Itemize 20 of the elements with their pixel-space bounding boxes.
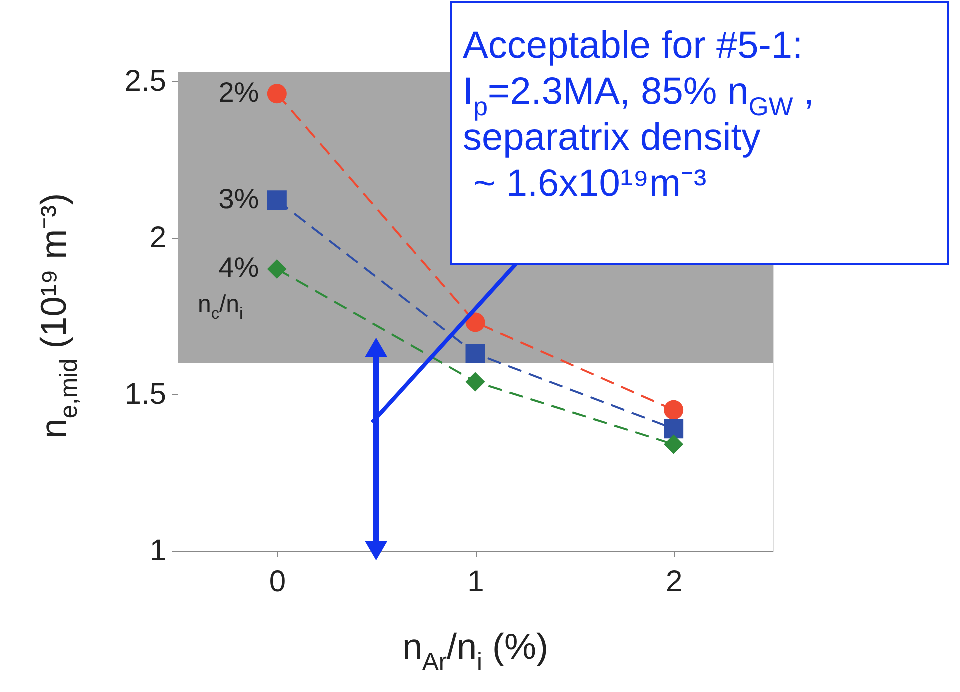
y-axis-title: ne,mid (10¹⁹ m⁻³): [33, 193, 83, 439]
point: [664, 400, 684, 420]
point: [466, 344, 486, 364]
x-tick-label: 0: [269, 566, 286, 598]
x-tick-label: 2: [666, 566, 683, 598]
point: [267, 84, 287, 104]
y-tick-label: 1: [150, 534, 166, 568]
y-tick-label: 2: [150, 221, 166, 254]
point: [466, 372, 486, 392]
y-tick-label: 2.5: [124, 64, 166, 98]
point: [664, 434, 684, 454]
y-tick-label: 1.5: [124, 378, 166, 411]
point: [466, 312, 486, 332]
point: [664, 419, 684, 439]
point: [267, 259, 287, 279]
x-tick-label: 1: [468, 566, 484, 598]
series-label: 2%: [218, 76, 260, 108]
point: [267, 190, 287, 210]
series-label: 3%: [218, 183, 260, 214]
series-label: 4%: [218, 252, 260, 284]
